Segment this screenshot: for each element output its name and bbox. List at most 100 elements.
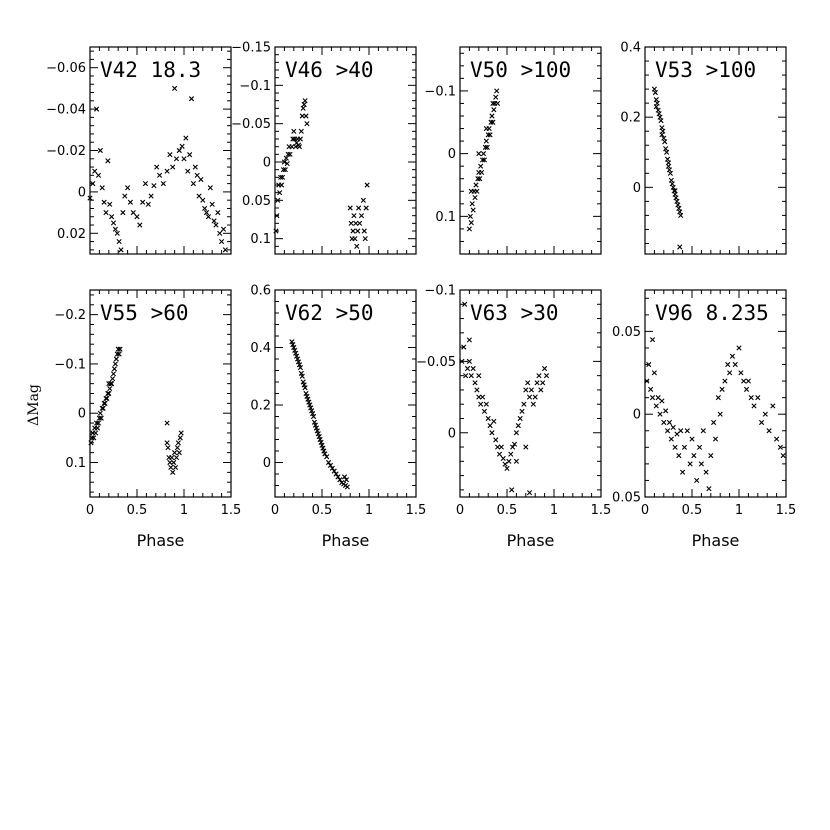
data-point <box>668 436 674 442</box>
data-point <box>711 419 717 426</box>
data-point <box>681 444 688 450</box>
data-point <box>661 135 667 141</box>
data-point <box>478 163 484 169</box>
data-point <box>517 415 523 422</box>
data-point <box>329 465 335 471</box>
data-point <box>462 301 468 307</box>
data-point <box>479 169 485 176</box>
data-point <box>466 337 472 343</box>
data-point <box>298 128 304 134</box>
panel-title: V62 >50 <box>285 301 374 325</box>
data-point <box>222 247 228 253</box>
data-point <box>289 339 295 345</box>
data-point <box>109 214 115 220</box>
data-point <box>481 157 488 163</box>
panel-7: 0 0.5 1 1.5 −0.1 −0.05 0 V63 >30 Phase <box>416 284 611 551</box>
data-point <box>687 461 693 467</box>
data-point <box>164 420 170 426</box>
y-tick-label: 0.05 <box>612 325 641 340</box>
data-point <box>466 358 472 364</box>
data-point <box>498 444 504 450</box>
data-point <box>484 144 490 150</box>
data-point <box>703 469 709 475</box>
data-point <box>474 387 480 393</box>
y-tick-label: 0.02 <box>57 227 86 242</box>
data-point <box>293 350 299 356</box>
data-point <box>508 451 514 457</box>
panel-frame <box>459 46 602 255</box>
data-point <box>160 181 166 187</box>
data-point <box>94 425 101 431</box>
data-point <box>766 428 772 434</box>
data-point <box>669 181 675 187</box>
y-tick-label: −0.04 <box>46 103 86 118</box>
y-tick-label: 0.1 <box>435 210 456 225</box>
data-point <box>170 164 176 170</box>
data-point <box>333 471 339 477</box>
data-point <box>654 100 660 106</box>
data-point <box>296 144 303 150</box>
data-point <box>530 401 536 407</box>
y-tick-label: 0.1 <box>250 232 271 247</box>
panel-1: −0.06 −0.04 −0.02 0 0.02 V42 18.3 <box>46 46 232 255</box>
data-point <box>183 135 189 141</box>
x-axis-label: Phase <box>322 531 370 550</box>
x-tick-label: 0 <box>86 503 94 518</box>
data-point <box>107 385 113 392</box>
data-point <box>667 170 673 176</box>
data-point <box>290 342 296 348</box>
data-point <box>316 434 322 440</box>
y-tick-label: 0.6 <box>250 284 271 299</box>
data-point <box>327 462 334 468</box>
data-point <box>468 373 474 379</box>
data-point <box>476 394 482 400</box>
y-tick-label: −0.15 <box>231 41 271 56</box>
data-point <box>725 361 731 368</box>
data-point <box>526 490 533 496</box>
data-point <box>357 220 363 226</box>
data-point <box>678 212 684 218</box>
panel-frame <box>459 289 602 498</box>
data-point <box>170 469 176 475</box>
data-point <box>649 395 656 401</box>
data-point <box>310 411 316 417</box>
data-point <box>680 469 686 475</box>
data-point <box>96 415 102 421</box>
data-point <box>127 199 134 205</box>
data-point <box>475 176 481 182</box>
data-point <box>677 244 683 250</box>
data-point <box>173 156 180 162</box>
data-point <box>164 168 170 174</box>
data-point <box>700 428 706 434</box>
data-point <box>291 128 297 134</box>
data-point <box>102 400 108 406</box>
data-point <box>299 113 305 119</box>
data-point <box>672 188 678 194</box>
data-point <box>652 90 658 96</box>
y-tick-label: 0.1 <box>65 456 86 471</box>
data-point <box>741 378 747 384</box>
data-point <box>666 167 673 173</box>
data-point <box>485 415 491 422</box>
data-point <box>114 351 120 357</box>
data-point <box>774 436 780 442</box>
data-point <box>487 132 493 138</box>
data-point <box>279 174 286 180</box>
data-point <box>112 361 118 367</box>
y-tick-label: −0.05 <box>416 355 456 370</box>
data-point <box>315 431 321 437</box>
data-point <box>523 387 529 393</box>
data-point <box>198 176 204 183</box>
data-point <box>304 121 310 127</box>
y-tick-label: 0 <box>448 147 456 162</box>
data-point <box>469 201 475 207</box>
data-point <box>103 395 109 402</box>
data-point <box>543 373 550 379</box>
data-point <box>509 487 515 493</box>
data-point <box>299 373 305 379</box>
data-point <box>511 441 518 447</box>
data-point <box>528 387 535 393</box>
data-point <box>661 419 667 426</box>
data-point <box>277 190 283 196</box>
data-point <box>290 136 296 142</box>
